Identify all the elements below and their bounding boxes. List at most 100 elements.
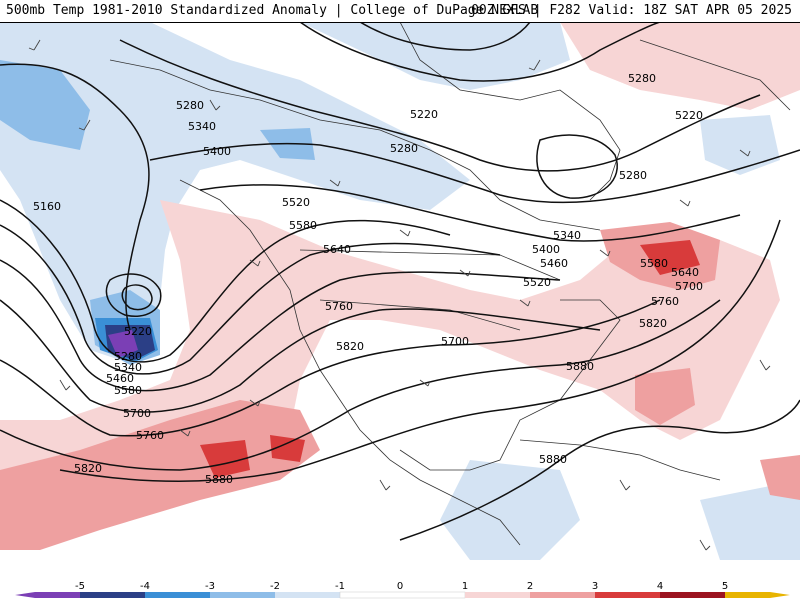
contour-label: 5280 — [390, 142, 418, 155]
anomaly-region-positive — [0, 400, 320, 550]
anomaly-region-negative — [300, 22, 570, 90]
contour-label: 5580 — [289, 219, 317, 232]
contour-label: 5160 — [33, 200, 61, 213]
height-contour — [199, 184, 741, 242]
colorbar-tick-label: 2 — [527, 581, 533, 592]
contour-label: 5820 — [336, 340, 364, 353]
colorbar-tick-label: -3 — [205, 581, 215, 592]
height-contour — [119, 39, 761, 172]
wind-barb — [179, 429, 191, 437]
map-header: 500mb Temp 1981-2010 Standardized Anomal… — [0, 0, 800, 23]
contour-label: 5340 — [188, 120, 216, 133]
colorbar-arrow-left — [15, 592, 35, 598]
colorbar-tick-label: -5 — [75, 581, 85, 592]
height-contour — [399, 399, 800, 541]
wind-barb — [679, 199, 691, 207]
anomaly-region-negative — [108, 330, 138, 358]
model-valid-time: 00Z GFS | F282 Valid: 18Z SAT APR 05 202… — [471, 3, 792, 18]
contour-label: 5280 — [628, 72, 656, 85]
anomaly-region-negative — [700, 480, 800, 560]
contour-label: 5520 — [282, 196, 310, 209]
colorbar-tick-label: 1 — [462, 581, 468, 592]
anomaly-region-negative — [700, 115, 780, 175]
wind-barb — [59, 379, 71, 391]
contour-label: 5520 — [523, 276, 551, 289]
colorbar-segment — [210, 592, 275, 598]
contour-label: 5880 — [566, 360, 594, 373]
contour-label: 5220 — [410, 108, 438, 121]
wind-barb — [599, 249, 611, 257]
contour-label: 5760 — [651, 295, 679, 308]
height-contour — [0, 299, 661, 437]
colorbar-ticks: -5 -4 -3 -2 -1 0 1 2 3 4 5 — [75, 581, 728, 592]
wind-barb — [379, 479, 391, 491]
contour-label: 5640 — [323, 243, 351, 256]
wind-barb — [419, 379, 431, 387]
contour-label: 5280 — [114, 350, 142, 363]
coastline — [399, 22, 621, 201]
anomaly-region-positive — [270, 435, 305, 462]
coastline — [639, 39, 791, 111]
coastline — [519, 439, 721, 481]
coastline-layer — [109, 22, 791, 546]
wind-barb — [28, 39, 41, 51]
contour-label: 5640 — [671, 266, 699, 279]
height-contour — [0, 299, 601, 413]
wind-barb — [759, 359, 771, 371]
contour-label: 5340 — [553, 229, 581, 242]
contour-label: 5880 — [205, 473, 233, 486]
contour-label: 5280 — [176, 99, 204, 112]
coastline — [179, 179, 521, 546]
colorbar-segment — [35, 592, 80, 598]
colorbar-segment — [275, 592, 340, 598]
height-contour — [0, 224, 501, 375]
height-contour — [105, 273, 162, 317]
anomaly-region-negative — [0, 60, 90, 150]
height-contour — [149, 142, 800, 204]
colorbar-tick-label: -1 — [335, 581, 345, 592]
wind-barb — [528, 59, 541, 71]
colorbar-segment — [660, 592, 725, 598]
contour-label: 5460 — [106, 372, 134, 385]
wind-barb — [249, 259, 261, 267]
height-contour — [0, 199, 451, 363]
colorbar-tick-label: 3 — [592, 581, 598, 592]
anomaly-region-positive — [760, 455, 800, 500]
height-contour — [0, 63, 150, 331]
contour-label: 5400 — [532, 243, 560, 256]
wind-barb — [699, 539, 711, 551]
colorbar-tick-label: -2 — [270, 581, 280, 592]
anomaly-region-positive — [560, 22, 800, 110]
wind-barb — [249, 399, 261, 407]
product-title: 500mb Temp 1981-2010 Standardized Anomal… — [6, 3, 539, 18]
height-contour — [0, 259, 561, 392]
wind-barb — [78, 119, 91, 131]
colorbar-segment — [530, 592, 595, 598]
colorbar-segment — [595, 592, 660, 598]
contour-label: 5280 — [619, 169, 647, 182]
wind-barb-layer — [28, 39, 771, 551]
colorbar-segment — [339, 591, 466, 599]
contour-label: 5580 — [114, 384, 142, 397]
anomaly-colorbar: -5 -4 -3 -2 -1 0 1 2 3 4 5 — [0, 578, 800, 600]
colorbar-arrow-right — [770, 592, 790, 598]
wind-barb — [329, 179, 341, 187]
contour-label: 5700 — [123, 407, 151, 420]
contour-label: 5700 — [441, 335, 469, 348]
wind-barb — [619, 479, 631, 491]
contour-label: 5400 — [203, 145, 231, 158]
height-contour — [536, 134, 618, 199]
height-contour — [0, 299, 721, 471]
anomaly-region-positive — [640, 240, 700, 275]
contour-label: 5220 — [124, 325, 152, 338]
contour-label: 5760 — [136, 429, 164, 442]
height-contours — [0, 22, 800, 541]
colorbar-tick-label: 4 — [657, 581, 663, 592]
height-contour — [359, 22, 531, 51]
contour-label: 5820 — [74, 462, 102, 475]
colorbar-segment — [80, 592, 145, 598]
coastline — [399, 299, 621, 471]
anomaly-region-positive — [635, 368, 695, 425]
wind-barb — [209, 99, 221, 111]
wind-barb — [739, 149, 751, 157]
